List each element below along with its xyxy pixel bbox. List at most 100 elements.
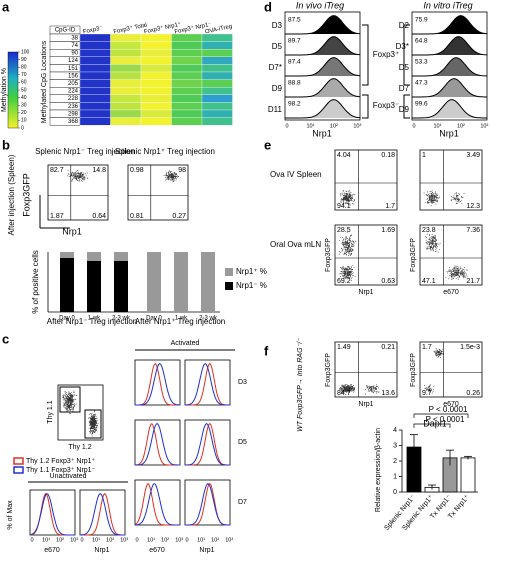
event-dot [168, 176, 169, 178]
event-dot [96, 420, 98, 422]
event-dot [65, 396, 67, 397]
event-dot [456, 266, 458, 268]
event-dot [455, 196, 457, 197]
event-dot [70, 175, 72, 177]
event-dot [68, 401, 70, 403]
event-dot [456, 271, 458, 273]
label: 0.98 [130, 167, 144, 174]
event-dot [430, 205, 432, 207]
event-dot [352, 384, 354, 386]
event-dot [429, 197, 431, 199]
label: 0.21 [381, 344, 395, 351]
event-dot [71, 179, 73, 181]
event-dot [437, 243, 439, 245]
label: 100 [21, 49, 30, 55]
event-dot [350, 266, 352, 268]
event-dot [434, 194, 436, 196]
event-dot [454, 268, 456, 270]
event-dot [427, 241, 429, 243]
event-dot [346, 195, 348, 197]
event-dot [92, 420, 94, 422]
event-dot [89, 421, 91, 422]
event-dot [344, 197, 346, 199]
label: 10² [211, 537, 219, 543]
label: Day 0 [146, 316, 162, 322]
event-dot [348, 248, 350, 250]
event-dot [429, 201, 431, 203]
event-dot [77, 175, 79, 176]
event-dot [66, 404, 68, 406]
event-dot [346, 269, 348, 271]
histogram [412, 36, 488, 56]
event-dot [345, 267, 347, 269]
event-dot [66, 392, 68, 393]
label: D3 [272, 21, 283, 30]
event-dot [347, 275, 349, 277]
event-dot [348, 384, 350, 386]
event-dot [347, 249, 349, 251]
event-dot [338, 253, 340, 255]
event-dot [66, 407, 68, 409]
event-dot [89, 422, 91, 424]
event-dot [348, 271, 350, 273]
label: Activated [171, 340, 200, 347]
event-dot [350, 276, 352, 278]
event-dot [344, 243, 345, 245]
event-dot [436, 354, 438, 356]
label: 69.2 [337, 278, 351, 285]
event-dot [431, 236, 433, 238]
event-dot [340, 202, 342, 204]
event-dot [79, 173, 81, 175]
event-dot [350, 278, 352, 280]
event-dot [350, 200, 352, 201]
event-dot [340, 387, 341, 388]
event-dot [341, 242, 343, 244]
event-dot [376, 391, 378, 392]
event-dot [95, 429, 97, 431]
event-dot [71, 408, 73, 410]
event-dot [71, 406, 73, 408]
event-dot [432, 195, 434, 197]
event-dot [169, 179, 171, 181]
heat-cell [201, 56, 233, 65]
histogram [412, 57, 488, 77]
event-dot [69, 409, 71, 411]
event-dot [73, 390, 75, 392]
event-dot [71, 173, 73, 175]
heat-cell [140, 64, 172, 73]
event-dot [67, 175, 69, 177]
event-dot [432, 199, 434, 201]
gate [84, 409, 102, 439]
event-dot [70, 396, 72, 398]
histogram-frame [134, 479, 181, 526]
event-dot [451, 270, 453, 272]
event-dot [96, 421, 98, 423]
label: Thy 1.1 Foxp3⁺ Nrp1⁻ [26, 467, 96, 474]
event-dot [341, 267, 342, 269]
event-dot [431, 198, 433, 200]
label: 38 [71, 35, 78, 41]
event-dot [351, 250, 353, 251]
event-dot [370, 390, 372, 392]
event-dot [342, 273, 344, 275]
label: 7.36 [466, 227, 480, 234]
label: 88.8 [288, 80, 301, 87]
event-dot [344, 386, 346, 388]
event-dot [435, 200, 437, 202]
event-dot [350, 386, 352, 388]
event-dot [350, 198, 352, 200]
event-dot [458, 199, 460, 201]
event-dot [347, 274, 349, 276]
label: f [264, 343, 269, 358]
label: 2-3 wk [199, 316, 218, 322]
label: OVA-iTreg [204, 24, 232, 36]
event-dot [68, 407, 70, 409]
event-dot [434, 236, 436, 238]
event-dot [378, 387, 380, 389]
event-dot [171, 179, 173, 181]
event-dot [344, 194, 345, 196]
event-dot [452, 269, 454, 271]
event-dot [345, 389, 347, 391]
event-dot [76, 395, 78, 396]
event-dot [347, 199, 349, 201]
